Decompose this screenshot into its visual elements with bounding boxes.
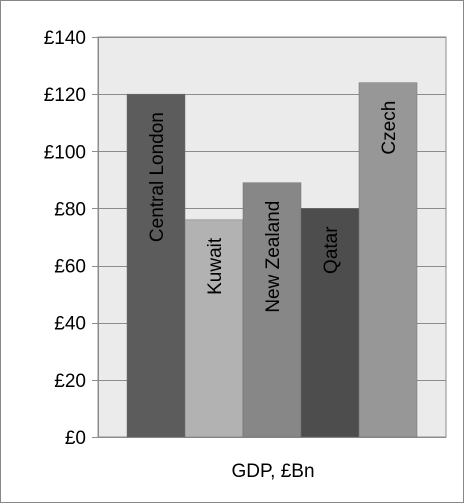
bars <box>126 82 418 438</box>
bar-new-zealand <box>242 182 302 438</box>
bar-category-label: Central London <box>147 112 168 242</box>
y-tick-label: £20 <box>54 371 86 392</box>
bar-category-label: New Zealand <box>263 201 284 313</box>
bar-labels: Central London Kuwait New Zealand Qatar Czec… <box>147 101 400 313</box>
bar-category-label: Qatar <box>321 226 342 274</box>
y-tick-label: £40 <box>54 314 86 335</box>
bar-central-london <box>126 93 186 438</box>
bar-czech <box>358 82 418 438</box>
y-tick-labels: £0 £20 £40 £60 £80 £100 £120 £140 <box>44 28 86 449</box>
x-axis-title: GDP, £Bn <box>231 461 314 482</box>
y-tick-label: £0 <box>65 428 86 449</box>
bar-kuwait <box>184 219 244 438</box>
y-tick-label: £120 <box>44 85 86 106</box>
y-tick-label: £80 <box>54 199 86 220</box>
axes <box>92 37 446 438</box>
y-tick-label: £100 <box>44 142 86 163</box>
y-tick-label: £140 <box>44 28 86 49</box>
bar-category-label: Kuwait <box>205 237 226 295</box>
y-tick-label: £60 <box>54 257 86 278</box>
bar-category-label: Czech <box>379 101 400 155</box>
